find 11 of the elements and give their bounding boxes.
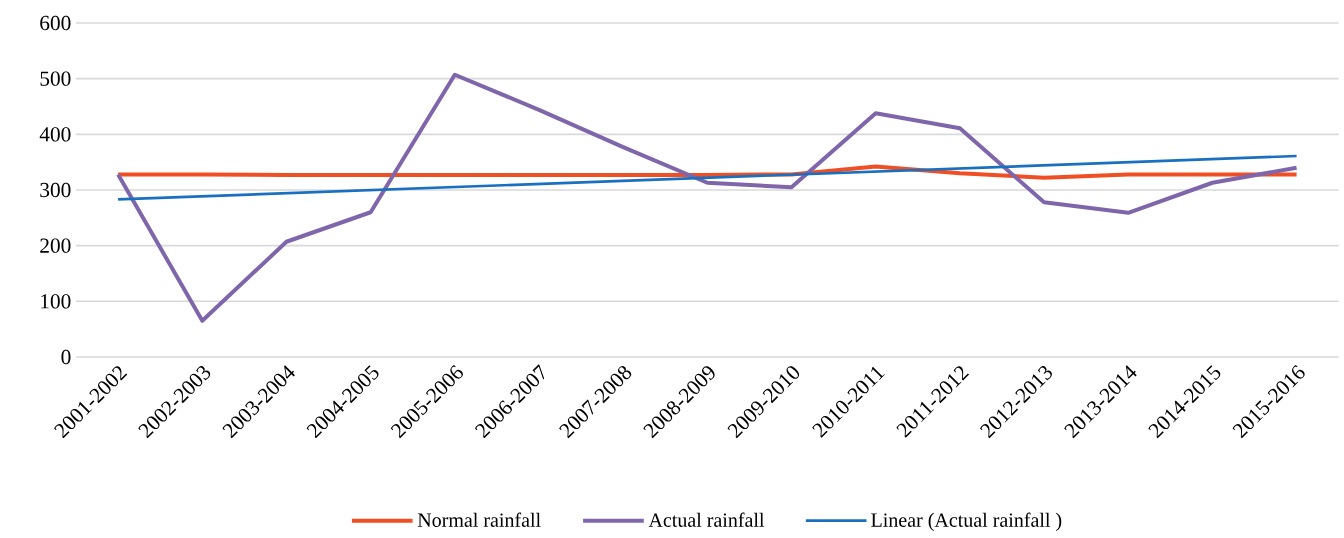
legend-label: Actual rainfall [648, 512, 765, 527]
y-tick-label: 300 [40, 182, 71, 198]
y-tick-label: 400 [39, 127, 71, 142]
legend-label: Normal rainfall [417, 512, 541, 527]
legend-label: Linear (Actual rainfall ) [871, 512, 1062, 531]
y-tick-label: 600 [40, 15, 71, 31]
line-series [116, 72, 1299, 323]
y-tick-label: 500 [40, 71, 71, 86]
y-tick-label: 0 [61, 349, 71, 365]
y-tick-label: 100 [41, 294, 71, 309]
y-tick-label: 200 [40, 238, 71, 253]
